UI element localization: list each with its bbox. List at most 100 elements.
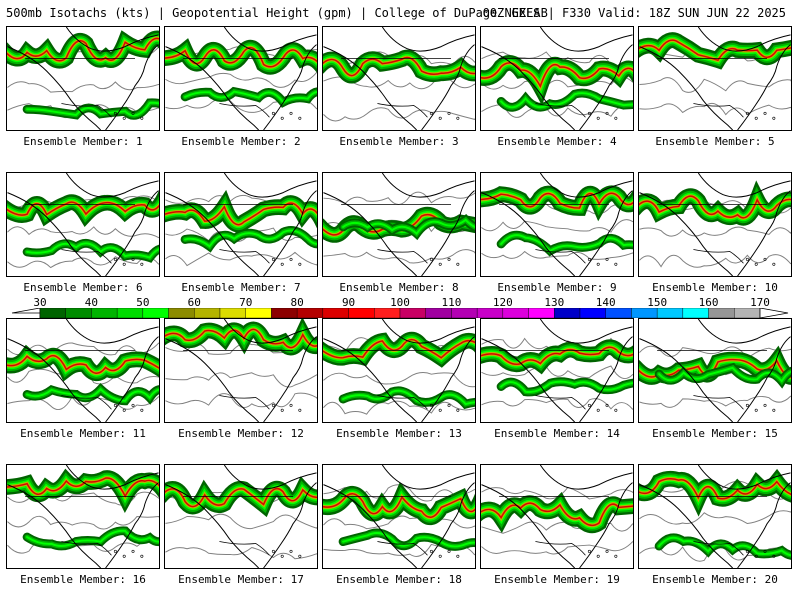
height-contour: [7, 368, 159, 385]
island: [140, 554, 144, 558]
colorbar-swatch: [579, 308, 606, 318]
island: [271, 549, 275, 553]
island: [456, 262, 460, 266]
island: [429, 403, 433, 407]
colorbar-swatch: [631, 308, 658, 318]
ensemble-member-map: [322, 318, 476, 423]
island: [280, 408, 284, 412]
colorbar-swatch: [605, 308, 632, 318]
map-plot: [481, 27, 633, 130]
island: [772, 116, 776, 120]
height-contour: [165, 513, 317, 530]
ensemble-member-caption: Ensemble Member: 18: [336, 573, 462, 586]
political-border: [183, 349, 293, 410]
island: [605, 549, 609, 553]
height-contour: [639, 395, 791, 408]
colorbar-swatch: [142, 308, 169, 318]
island: [429, 111, 433, 115]
colorbar-label: 110: [441, 296, 462, 309]
ensemble-member-map: [480, 172, 634, 277]
island: [772, 262, 776, 266]
map-plot: [323, 27, 475, 130]
island: [763, 549, 767, 553]
isotach-band: [26, 101, 159, 117]
island: [298, 554, 302, 558]
ensemble-member-caption: Ensemble Member: 1: [23, 135, 143, 148]
colorbar-swatch: [708, 308, 735, 318]
island: [447, 257, 451, 261]
map-plot: [165, 27, 317, 130]
island: [113, 403, 117, 407]
political-border: [499, 495, 609, 556]
island: [447, 403, 451, 407]
isotach-band: [342, 218, 475, 236]
map-plot: [639, 173, 791, 276]
colorbar-label: 120: [492, 296, 513, 309]
ensemble-member-caption: Ensemble Member: 7: [181, 281, 301, 294]
ensemble-member-map: [6, 464, 160, 569]
island: [614, 116, 618, 120]
isotach-band: [7, 201, 159, 216]
island: [745, 403, 749, 407]
ensemble-member-map: [164, 318, 318, 423]
ensemble-member-caption: Ensemble Member: 14: [494, 427, 620, 440]
ensemble-member-map: [164, 26, 318, 131]
ensemble-member-caption: Ensemble Member: 3: [339, 135, 459, 148]
height-contour: [481, 541, 633, 555]
map-plot: [7, 465, 159, 568]
island: [587, 257, 591, 261]
island: [456, 116, 460, 120]
height-contour: [481, 398, 633, 410]
isotach-band: [26, 529, 159, 547]
isotach-band: [500, 380, 633, 393]
colorbar-right-arrow: [759, 308, 789, 318]
map-plot: [639, 465, 791, 568]
island: [438, 554, 442, 558]
colorbar-swatch: [271, 308, 298, 318]
island: [280, 554, 284, 558]
colorbar-label: 150: [647, 296, 668, 309]
height-contour: [7, 515, 159, 530]
height-contour: [639, 510, 791, 525]
height-contour: [639, 226, 791, 237]
height-contour: [323, 191, 475, 205]
colorbar-label: 170: [750, 296, 770, 309]
colorbar-swatch: [348, 308, 375, 318]
isotach-colorbar: 30 40 50 60 70 80 90 100 110 120 130 140 150 160 170: [0, 296, 800, 320]
height-contour: [639, 254, 791, 268]
island: [113, 111, 117, 115]
island: [429, 549, 433, 553]
map-plot: [639, 27, 791, 130]
colorbar-swatch: [656, 308, 684, 318]
height-contour: [7, 226, 159, 239]
island: [289, 257, 293, 261]
ensemble-member-caption: Ensemble Member: 2: [181, 135, 301, 148]
map-plot: [7, 173, 159, 276]
island: [763, 111, 767, 115]
island: [587, 403, 591, 407]
island: [754, 262, 758, 266]
island: [113, 257, 117, 261]
colorbar-swatch: [374, 308, 401, 318]
colorbar-label: 60: [187, 296, 201, 309]
island: [298, 116, 302, 120]
ensemble-member-map: [322, 172, 476, 277]
ensemble-member-caption: Ensemble Member: 19: [494, 573, 620, 586]
island: [754, 554, 758, 558]
map-plot: [639, 319, 791, 422]
island: [763, 257, 767, 261]
island: [447, 549, 451, 553]
colorbar-swatch: [734, 308, 761, 318]
political-border: [499, 349, 609, 410]
ensemble-member-caption: Ensemble Member: 12: [178, 427, 304, 440]
map-plot: [7, 27, 159, 130]
island: [614, 554, 618, 558]
isotach-band: [323, 56, 475, 77]
isotach-band: [639, 195, 791, 219]
map-plot: [323, 173, 475, 276]
height-contour: [165, 71, 317, 88]
colorbar-label: 160: [698, 296, 719, 309]
island: [271, 111, 275, 115]
colorbar-swatch: [39, 308, 66, 318]
political-border: [657, 203, 767, 264]
